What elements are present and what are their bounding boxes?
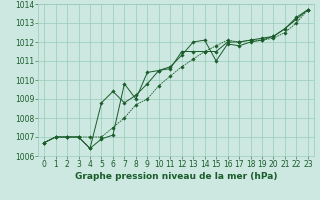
X-axis label: Graphe pression niveau de la mer (hPa): Graphe pression niveau de la mer (hPa) (75, 172, 277, 181)
